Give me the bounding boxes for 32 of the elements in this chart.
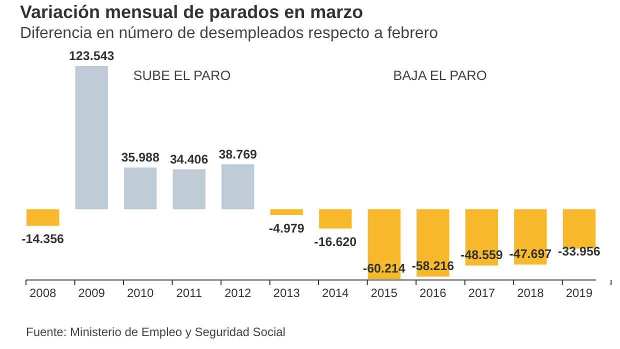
x-tick-label: 2009 xyxy=(78,286,106,300)
source-note: Fuente: Ministerio de Empleo y Seguridad Social xyxy=(26,325,286,339)
bar xyxy=(270,209,303,215)
data-label: -14.356 xyxy=(22,232,64,246)
x-tick-label: 2019 xyxy=(566,286,593,300)
bar xyxy=(319,209,352,228)
data-label: -4.979 xyxy=(268,221,304,236)
annotation: BAJA EL PARO xyxy=(393,68,487,83)
x-tick-label: 2017 xyxy=(468,286,496,300)
bar xyxy=(172,169,206,210)
annotation: SUBE EL PARO xyxy=(133,68,231,83)
data-label: 123.543 xyxy=(68,49,114,63)
data-label: 38.769 xyxy=(218,147,258,162)
data-label: -33.956 xyxy=(558,244,600,258)
x-tick-label: 2016 xyxy=(420,286,447,300)
x-tick-label: 2008 xyxy=(29,286,56,300)
data-label: 35.988 xyxy=(121,150,160,164)
bar xyxy=(222,164,254,210)
x-tick-label: 2015 xyxy=(370,286,398,300)
bar xyxy=(124,167,157,210)
x-tick-label: 2010 xyxy=(126,286,154,300)
x-tick-label: 2014 xyxy=(322,286,350,300)
x-tick-label: 2018 xyxy=(517,286,544,300)
data-label: 34.406 xyxy=(170,152,208,166)
chart-subtitle: Diferencia en número de desempleados respecto a febrero xyxy=(20,25,438,42)
x-tick-label: 2012 xyxy=(224,286,252,300)
data-label: -16.620 xyxy=(314,234,357,249)
chart-title: Variación mensual de parados en marzo xyxy=(20,2,364,22)
bar xyxy=(26,209,60,226)
bar xyxy=(75,66,108,210)
x-tick-label: 2011 xyxy=(176,286,202,300)
x-tick-label: 2013 xyxy=(273,286,300,300)
